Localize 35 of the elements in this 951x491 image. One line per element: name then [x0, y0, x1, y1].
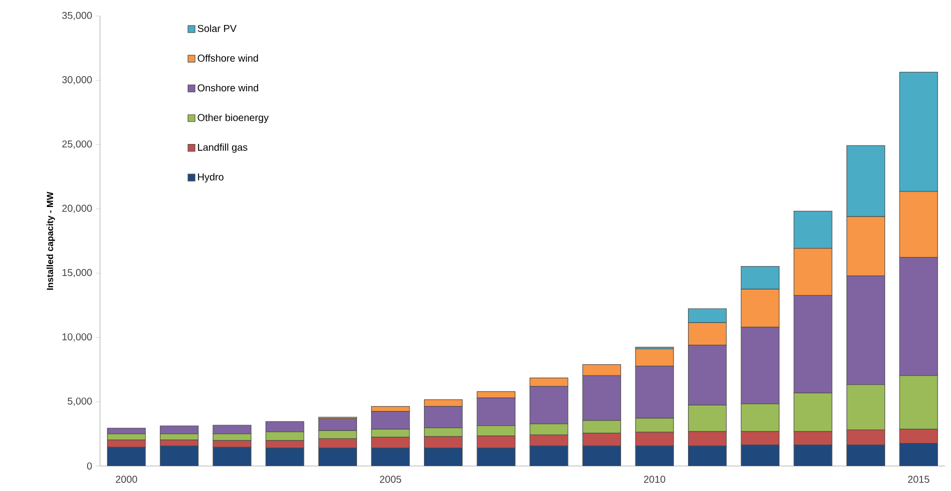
y-tick-label: 15,000	[62, 269, 92, 278]
bar	[530, 446, 568, 466]
legend-label: Hydro	[198, 173, 224, 182]
legend-label: Landfill gas	[198, 143, 248, 153]
bar	[424, 448, 463, 466]
bar	[476, 448, 516, 466]
bar	[635, 446, 674, 466]
x-tick-label: 2005	[380, 476, 402, 483]
legend-label: Offshore wind	[198, 54, 258, 62]
bar	[266, 448, 304, 466]
bar	[318, 448, 357, 466]
y-tick-label: 20,000	[62, 204, 92, 213]
y-tick-label: 35,000	[62, 12, 92, 20]
legend-label: Other bioenergy	[198, 114, 269, 124]
y-axis-title: Installed capacity - MW	[46, 192, 55, 290]
y-tick-label: 0	[87, 462, 92, 470]
bar	[212, 446, 252, 466]
x-tick-label: 2015	[908, 476, 930, 483]
bar	[371, 448, 410, 466]
y-tick-label: 10,000	[62, 333, 92, 342]
bar	[160, 446, 199, 466]
bar	[688, 446, 727, 466]
bar	[899, 442, 938, 466]
x-tick-label: 2010	[644, 476, 666, 483]
bar	[582, 446, 622, 466]
y-tick-label: 25,000	[62, 140, 92, 149]
bar	[740, 444, 780, 466]
bar	[846, 444, 886, 466]
bar	[107, 446, 146, 466]
y-tick-label: 5,000	[68, 398, 92, 406]
x-tick-label: 2000	[116, 476, 138, 483]
bar	[794, 444, 832, 466]
legend-label: Solar PV	[198, 24, 237, 32]
y-tick-label: 30,000	[62, 76, 92, 84]
legend-label: Onshore wind	[198, 84, 258, 92]
